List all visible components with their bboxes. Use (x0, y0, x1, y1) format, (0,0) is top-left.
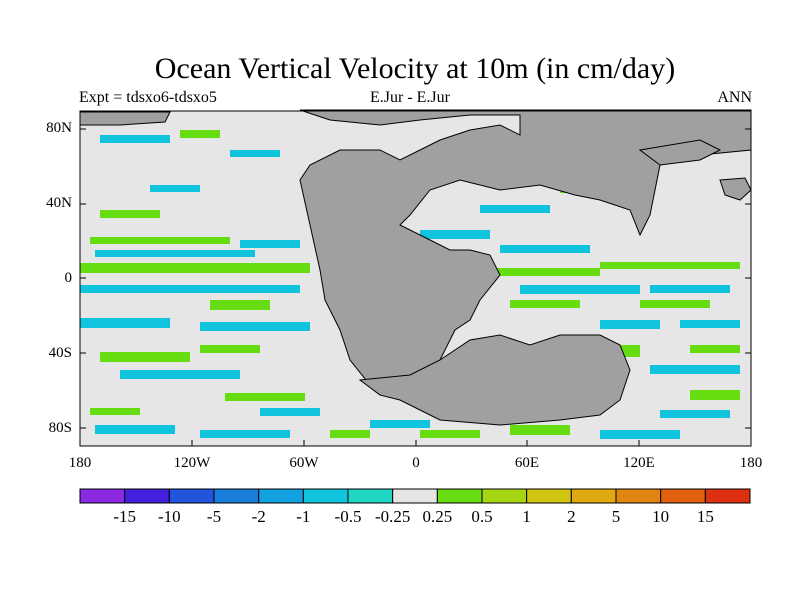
colorbar-label: 10 (652, 507, 670, 526)
colorbar-swatch (570, 488, 617, 504)
colorbar-swatch (526, 488, 572, 504)
lon-label-60w: 60W (289, 455, 319, 471)
colorbar-label: 15 (696, 507, 714, 526)
land-pangea-north (299, 109, 752, 386)
colorbar-label: -2 (251, 507, 266, 526)
lat-label-80s: 80S (48, 420, 72, 436)
colorbar-label: -0.25 (374, 507, 411, 526)
land-island-asia (638, 139, 722, 166)
landmasses (79, 109, 752, 426)
lon-label-120w: 120W (173, 455, 211, 471)
map-title: Ocean Vertical Velocity at 10m (in cm/da… (154, 52, 676, 85)
colorbar-swatch (124, 488, 170, 504)
colorbar-swatch (302, 488, 349, 504)
colorbar-swatch (392, 488, 438, 504)
colorbar-swatch (704, 488, 751, 504)
lat-label-40s: 40S (48, 345, 72, 361)
lon-ticks (79, 440, 752, 446)
colorbar-swatch (79, 488, 126, 504)
colorbar-label: 1 (522, 507, 531, 526)
downwelling-patches (80, 120, 740, 439)
colorbar-label: -15 (113, 507, 136, 526)
colorbar-label: 2 (567, 507, 576, 526)
lon-label-120e: 120E (623, 455, 655, 471)
colorbar-swatch (258, 488, 304, 504)
colorbar-label: 0.5 (471, 507, 493, 526)
lon-label-60e: 60E (514, 455, 540, 471)
lat-label-eq: 0 (64, 270, 73, 286)
colorbar-label: -0.5 (334, 507, 362, 526)
lon-label-180e: 180 (739, 455, 763, 471)
land-pangea-south (358, 334, 631, 426)
colorbar-label: -5 (206, 507, 222, 526)
colorbar-swatch (436, 488, 483, 504)
lat-ticks (80, 128, 751, 429)
colorbar-label: 0.25 (422, 507, 453, 526)
lon-label-180w: 180 (68, 455, 92, 471)
colorbar-swatch (168, 488, 215, 504)
colorbar-label: -10 (157, 507, 181, 526)
colorbar-label: -1 (296, 507, 311, 526)
colorbar-label: 5 (611, 507, 621, 526)
colorbar-swatch (481, 488, 528, 504)
colorbar-swatch (615, 488, 662, 504)
period-label: E.Jur - E.Jur (370, 89, 450, 106)
colorbar-swatch (660, 488, 706, 504)
lat-label-40n: 40N (46, 195, 72, 211)
lat-label-80n: 80N (46, 120, 72, 136)
colorbar-swatch (347, 488, 394, 504)
lon-label-0: 0 (412, 455, 420, 471)
experiment-label: Expt = tdsxo6-tdsxo5 (79, 89, 217, 106)
land-island-east (719, 177, 752, 201)
season-label: ANN (717, 89, 752, 106)
colorbar-swatch (213, 488, 260, 504)
